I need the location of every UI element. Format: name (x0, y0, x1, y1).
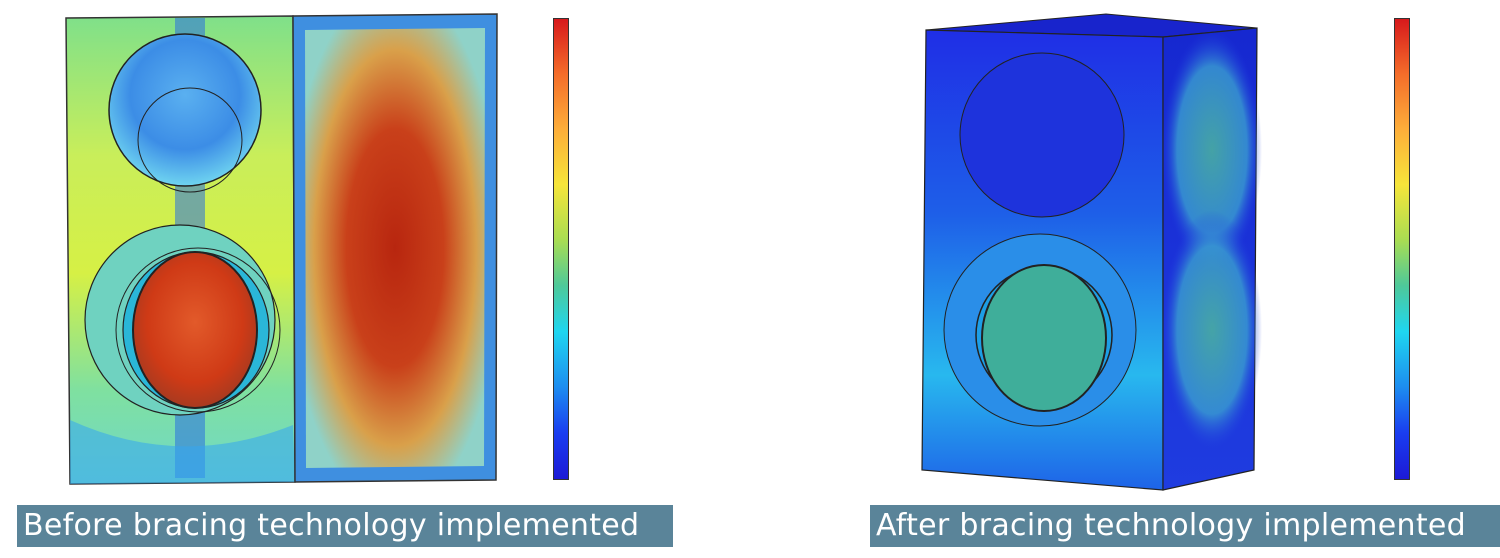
caption-after: After bracing technology implemented (870, 505, 1500, 547)
after-panel: After bracing technology implemented (760, 0, 1500, 558)
caption-before: Before bracing technology implemented (17, 505, 673, 547)
colorbar-before (553, 18, 569, 480)
before-panel: Before bracing technology implemented (0, 0, 740, 558)
colorbar-after (1394, 18, 1410, 480)
speaker-after-render (921, 13, 1262, 491)
speaker-before-render (65, 13, 498, 485)
